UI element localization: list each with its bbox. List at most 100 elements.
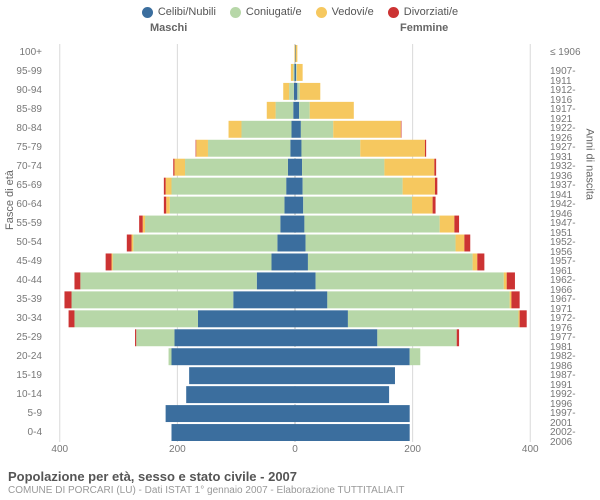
legend-item: Vedovi/e [316, 6, 374, 18]
bar-female [504, 272, 507, 289]
bar-female [295, 253, 308, 270]
bar-female [303, 197, 412, 214]
chart-subtitle: COMUNE DI PORCARI (LU) - Dati ISTAT 1° g… [8, 485, 592, 496]
legend-label: Celibi/Nubili [158, 6, 216, 18]
bar-male [291, 64, 293, 81]
year-tick: 1937-1941 [546, 181, 600, 201]
bar-female [520, 310, 527, 327]
bar-male [294, 45, 295, 62]
bar-male [74, 310, 197, 327]
bar-male [294, 83, 295, 100]
year-tick: 1997-2001 [546, 409, 600, 429]
birth-year-axis: 2002-20061997-20011992-19961987-19911982… [546, 44, 600, 442]
bar-male [136, 329, 174, 346]
bar-female [295, 291, 327, 308]
year-tick: 1992-1996 [546, 390, 600, 410]
bar-male [113, 253, 272, 270]
bar-male [127, 235, 132, 252]
age-tick: 60-64 [0, 200, 46, 210]
bar-female [360, 140, 425, 157]
bar-female [299, 102, 310, 119]
bar-male [64, 291, 71, 308]
bar-male [69, 310, 75, 327]
bar-female [511, 291, 519, 308]
bar-female [295, 178, 303, 195]
legend-swatch [230, 7, 241, 18]
age-tick: 55-59 [0, 219, 46, 229]
legend-item: Coniugati/e [230, 6, 302, 18]
bar-female [301, 121, 333, 138]
bar-male [283, 83, 289, 100]
x-tick: 400 [51, 444, 68, 455]
bar-male [290, 140, 295, 157]
year-tick: 1952-1956 [546, 238, 600, 258]
bar-male [132, 235, 134, 252]
bar-male [174, 159, 185, 176]
bar-female [433, 197, 436, 214]
bar-female [457, 329, 459, 346]
year-tick: 1917-1921 [546, 105, 600, 125]
bar-female [295, 310, 348, 327]
age-tick: 5-9 [0, 409, 46, 419]
year-tick: 1972-1976 [546, 314, 600, 334]
bar-female [295, 386, 389, 403]
year-tick: 1922-1926 [546, 124, 600, 144]
year-tick: 1932-1936 [546, 162, 600, 182]
age-tick: 30-34 [0, 314, 46, 324]
bar-female [295, 329, 377, 346]
bar-female [297, 64, 303, 81]
bar-female [440, 216, 455, 233]
bar-male [291, 121, 295, 138]
bar-female [295, 367, 395, 384]
legend-label: Vedovi/e [332, 6, 374, 18]
bar-female [295, 64, 296, 81]
year-tick: 1977-1981 [546, 333, 600, 353]
age-tick: 65-69 [0, 181, 46, 191]
bar-female [295, 45, 296, 62]
legend-item: Divorziati/e [388, 6, 458, 18]
bar-male [173, 159, 174, 176]
bar-male [196, 140, 197, 157]
bar-male [289, 83, 294, 100]
bar-female [456, 235, 465, 252]
bar-male [164, 178, 166, 195]
bar-male [164, 197, 166, 214]
bar-male [170, 197, 285, 214]
bar-female [518, 310, 519, 327]
legend-label: Coniugati/e [246, 6, 302, 18]
bar-male [284, 197, 295, 214]
bar-male [267, 102, 276, 119]
bar-male [293, 102, 295, 119]
bar-male [293, 64, 294, 81]
bar-male [80, 272, 256, 289]
bar-female [295, 235, 306, 252]
bar-female [412, 197, 433, 214]
bar-female [510, 291, 512, 308]
bar-male [208, 140, 290, 157]
age-tick: 0-4 [0, 428, 46, 438]
bar-female [348, 310, 519, 327]
bar-female [296, 64, 297, 81]
bar-female [310, 102, 354, 119]
bar-female [316, 272, 504, 289]
age-tick: 15-19 [0, 371, 46, 381]
age-tick: 80-84 [0, 124, 46, 134]
age-tick: 40-44 [0, 276, 46, 286]
bar-male [172, 424, 296, 441]
bar-male [166, 197, 170, 214]
bar-male [271, 253, 295, 270]
bar-female [303, 178, 403, 195]
year-tick: 1987-1991 [546, 371, 600, 391]
bar-female [435, 178, 437, 195]
bar-female [296, 45, 298, 62]
bar-male [166, 178, 172, 195]
age-tick: 90-94 [0, 86, 46, 96]
bar-male [198, 310, 295, 327]
bar-male [133, 235, 277, 252]
bar-male [229, 121, 242, 138]
bar-male [143, 216, 145, 233]
bar-female [410, 348, 421, 365]
bar-male [280, 216, 295, 233]
gender-headers: Maschi Femmine [0, 22, 600, 38]
bar-female [295, 424, 410, 441]
